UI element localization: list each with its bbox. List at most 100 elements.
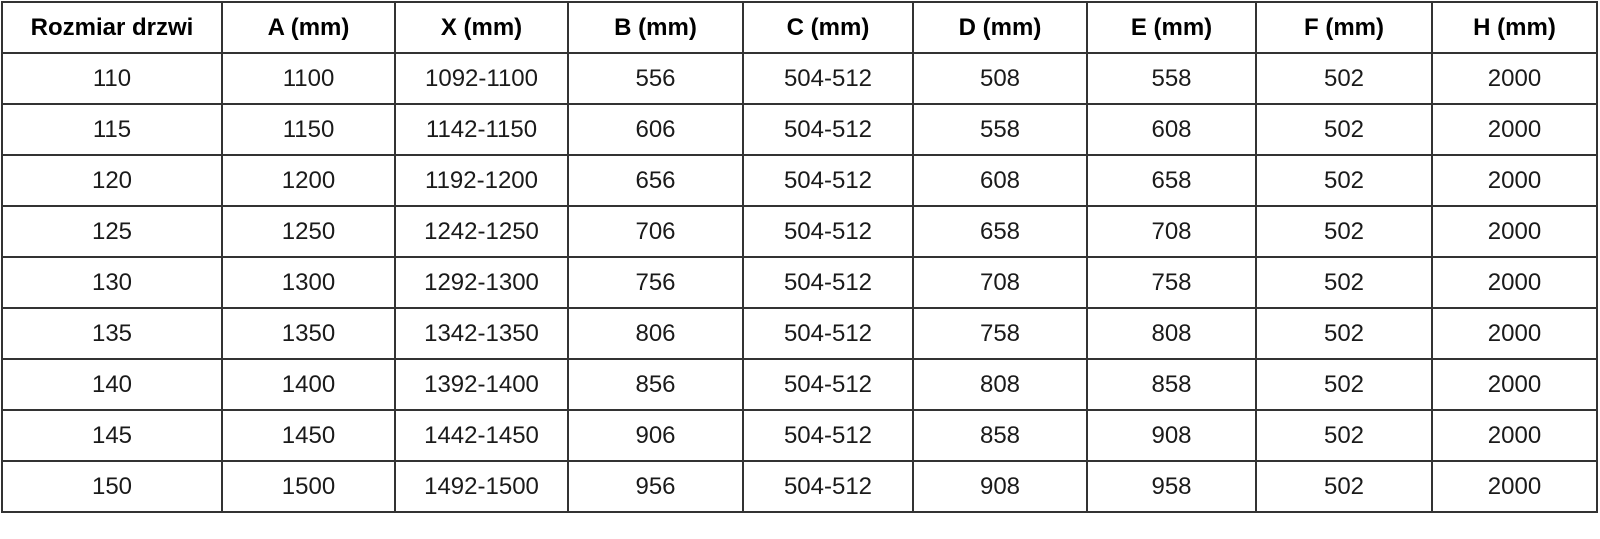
table-cell: 1142-1150: [394, 103, 569, 156]
table-cell: 658: [912, 205, 1088, 258]
table-cell: 558: [912, 103, 1088, 156]
table-cell: 758: [912, 307, 1088, 360]
table-cell: 502: [1255, 409, 1433, 462]
table-cell: 1100: [221, 52, 396, 105]
table-cell: 908: [1086, 409, 1257, 462]
table-cell: 135: [1, 307, 223, 360]
table-cell: 758: [1086, 256, 1257, 309]
column-header-e-mm: E (mm): [1086, 1, 1257, 54]
table-cell: 1392-1400: [394, 358, 569, 411]
table-cell: 1442-1450: [394, 409, 569, 462]
table-cell: 808: [912, 358, 1088, 411]
table-cell: 906: [567, 409, 744, 462]
table-cell: 608: [912, 154, 1088, 207]
table-cell: 140: [1, 358, 223, 411]
table-cell: 504-512: [742, 256, 914, 309]
column-header-d-mm: D (mm): [912, 1, 1088, 54]
table-cell: 2000: [1431, 52, 1598, 105]
table-cell: 508: [912, 52, 1088, 105]
table-cell: 1292-1300: [394, 256, 569, 309]
table-cell: 808: [1086, 307, 1257, 360]
table-cell: 1400: [221, 358, 396, 411]
table-cell: 504-512: [742, 307, 914, 360]
table-cell: 1350: [221, 307, 396, 360]
table-row: 140 1400 1392-1400 856 504-512 808 858 502 2000: [1, 358, 1598, 411]
table-cell: 658: [1086, 154, 1257, 207]
table-cell: 856: [567, 358, 744, 411]
table-cell: 1250: [221, 205, 396, 258]
table-row: 150 1500 1492-1500 956 504-512 908 958 502 2000: [1, 460, 1598, 513]
column-header-rozmiar-drzwi: Rozmiar drzwi: [1, 1, 223, 54]
table-cell: 2000: [1431, 256, 1598, 309]
header-row: Rozmiar drzwi A (mm) X (mm) B (mm) C (mm) D (…: [1, 1, 1598, 54]
table-cell: 120: [1, 154, 223, 207]
table-cell: 706: [567, 205, 744, 258]
table-cell: 2000: [1431, 460, 1598, 513]
column-header-h-mm: H (mm): [1431, 1, 1598, 54]
table-cell: 756: [567, 256, 744, 309]
table-cell: 502: [1255, 358, 1433, 411]
table-row: 110 1100 1092-1100 556 504-512 508 558 502 2000: [1, 52, 1598, 105]
table-cell: 1192-1200: [394, 154, 569, 207]
table-cell: 502: [1255, 256, 1433, 309]
table-row: 120 1200 1192-1200 656 504-512 608 658 502 2000: [1, 154, 1598, 207]
table-row: 135 1350 1342-1350 806 504-512 758 808 502 2000: [1, 307, 1598, 360]
table-cell: 858: [1086, 358, 1257, 411]
table-cell: 708: [1086, 205, 1257, 258]
table-cell: 502: [1255, 103, 1433, 156]
table-cell: 1492-1500: [394, 460, 569, 513]
table-row: 130 1300 1292-1300 756 504-512 708 758 502 2000: [1, 256, 1598, 309]
table-cell: 502: [1255, 307, 1433, 360]
table-cell: 150: [1, 460, 223, 513]
table-cell: 1500: [221, 460, 396, 513]
table-cell: 2000: [1431, 307, 1598, 360]
table-cell: 1200: [221, 154, 396, 207]
table-cell: 504-512: [742, 103, 914, 156]
table-cell: 145: [1, 409, 223, 462]
table-row: 125 1250 1242-1250 706 504-512 658 708 502 2000: [1, 205, 1598, 258]
table-cell: 125: [1, 205, 223, 258]
table-cell: 1242-1250: [394, 205, 569, 258]
table-cell: 558: [1086, 52, 1257, 105]
table-cell: 956: [567, 460, 744, 513]
table-cell: 504-512: [742, 52, 914, 105]
table-cell: 858: [912, 409, 1088, 462]
column-header-c-mm: C (mm): [742, 1, 914, 54]
table-cell: 504-512: [742, 358, 914, 411]
table-cell: 2000: [1431, 103, 1598, 156]
table-cell: 504-512: [742, 409, 914, 462]
table-cell: 502: [1255, 460, 1433, 513]
column-header-a-mm: A (mm): [221, 1, 396, 54]
table-cell: 502: [1255, 154, 1433, 207]
table-cell: 1450: [221, 409, 396, 462]
table-cell: 806: [567, 307, 744, 360]
column-header-x-mm: X (mm): [394, 1, 569, 54]
column-header-f-mm: F (mm): [1255, 1, 1433, 54]
column-header-b-mm: B (mm): [567, 1, 744, 54]
table-cell: 502: [1255, 52, 1433, 105]
table-cell: 1092-1100: [394, 52, 569, 105]
table-cell: 130: [1, 256, 223, 309]
table-cell: 656: [567, 154, 744, 207]
table-cell: 708: [912, 256, 1088, 309]
table-cell: 958: [1086, 460, 1257, 513]
table-cell: 1342-1350: [394, 307, 569, 360]
table-row: 115 1150 1142-1150 606 504-512 558 608 502 2000: [1, 103, 1598, 156]
table-cell: 606: [567, 103, 744, 156]
table-cell: 2000: [1431, 409, 1598, 462]
table-cell: 502: [1255, 205, 1433, 258]
table-cell: 504-512: [742, 154, 914, 207]
table-cell: 504-512: [742, 205, 914, 258]
table-cell: 504-512: [742, 460, 914, 513]
table-cell: 1300: [221, 256, 396, 309]
table-cell: 2000: [1431, 358, 1598, 411]
door-dimensions-table: Rozmiar drzwi A (mm) X (mm) B (mm) C (mm) D (…: [1, 1, 1598, 513]
table-cell: 608: [1086, 103, 1257, 156]
table-cell: 908: [912, 460, 1088, 513]
table-cell: 2000: [1431, 154, 1598, 207]
table-cell: 115: [1, 103, 223, 156]
page: Rozmiar drzwi A (mm) X (mm) B (mm) C (mm) D (…: [1, 1, 1598, 513]
table-cell: 1150: [221, 103, 396, 156]
table-row: 145 1450 1442-1450 906 504-512 858 908 502 2000: [1, 409, 1598, 462]
table-cell: 110: [1, 52, 223, 105]
